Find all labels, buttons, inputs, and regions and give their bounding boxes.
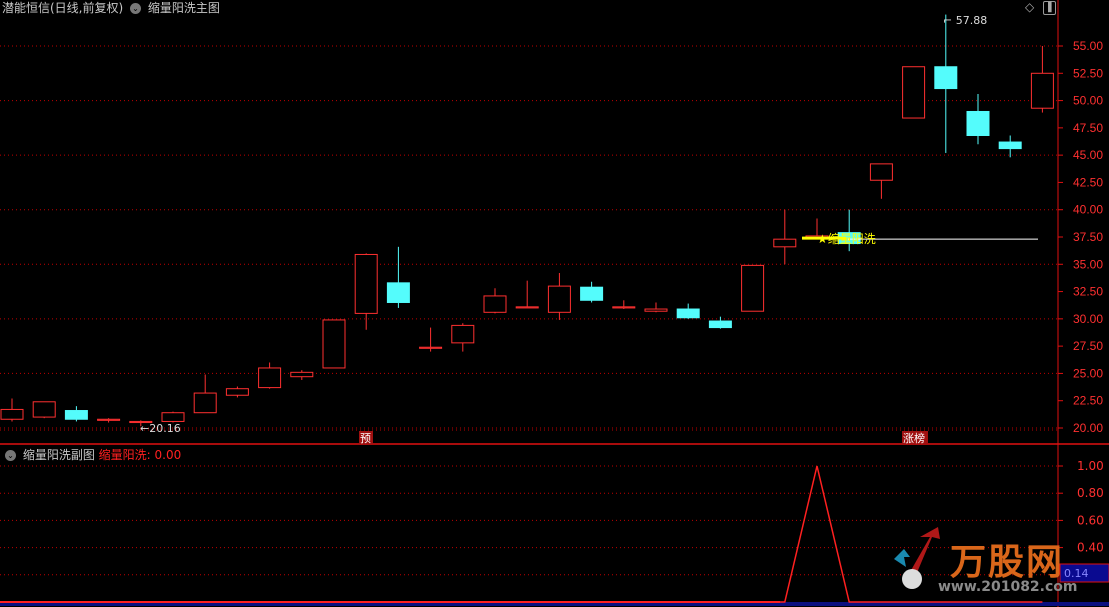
y-tick-label: 40.00	[1073, 203, 1103, 217]
y-tick-label: 22.50	[1073, 394, 1103, 408]
cursor-value: 0.14	[1064, 567, 1089, 580]
candle-up	[193, 392, 217, 414]
marker-label: 预	[360, 432, 371, 445]
candle-up	[869, 163, 893, 181]
sub-y-tick-label: 0.40	[1077, 541, 1104, 555]
y-tick-label: 32.50	[1073, 285, 1103, 299]
candle-down	[580, 286, 604, 301]
candle-up	[354, 253, 378, 314]
y-tick-label: 50.00	[1073, 94, 1103, 108]
y-tick-label: 47.50	[1073, 121, 1103, 135]
y-tick-label: 27.50	[1073, 339, 1103, 353]
candle-down	[64, 410, 88, 420]
y-tick-label: 37.50	[1073, 230, 1103, 244]
candle-down	[934, 66, 958, 90]
chevron-down-icon[interactable]: ⌄	[130, 3, 142, 14]
logo-text: 万股网	[950, 542, 1065, 583]
candle-down	[676, 308, 700, 319]
main-indicator-name[interactable]: 缩量阳洗主图	[147, 1, 220, 15]
bottom-bar	[0, 602, 1109, 606]
y-tick-label: 20.00	[1073, 421, 1103, 435]
y-tick-label: 55.00	[1073, 39, 1103, 53]
candle-up	[322, 319, 346, 369]
candle-up	[547, 285, 571, 313]
marker-bg	[359, 431, 373, 444]
candle-up	[773, 238, 797, 248]
logo: 万股网 www.201082.com	[890, 527, 1090, 602]
y-tick-label: 25.00	[1073, 366, 1103, 380]
diamond-icon[interactable]: ◇	[1025, 0, 1035, 14]
candle-up	[258, 367, 282, 389]
candle-down	[998, 141, 1022, 150]
chart-header: 潜能恒信(日线,前复权) ⌄ 缩量阳洗主图	[2, 0, 220, 16]
candle-up	[419, 346, 443, 349]
cursor-value-box	[1059, 563, 1109, 583]
candle-up	[612, 306, 636, 309]
candle-up	[129, 420, 153, 424]
candle-up	[290, 371, 314, 378]
candle-up	[451, 324, 475, 344]
y-tick-label: 35.00	[1073, 257, 1103, 271]
candle-up	[644, 308, 668, 312]
logo-url: www.201082.com	[938, 579, 1078, 595]
candle-up	[483, 295, 507, 313]
logo-mascot-icon	[894, 527, 940, 589]
high-price-label: ⌐ 57.88	[943, 14, 987, 27]
sub-y-tick-label: 0.80	[1077, 486, 1104, 500]
candle-up	[1030, 72, 1054, 109]
sub-chart-header: ⌄ 缩量阳洗副图 缩量阳洗: 0.00	[2, 446, 181, 463]
panel-toggle-icon[interactable]: ▌	[1043, 1, 1056, 15]
candle-up	[902, 66, 926, 119]
series-line	[12, 465, 1043, 603]
candle-up	[0, 408, 24, 420]
candle-up	[97, 418, 121, 421]
y-tick-label: 30.00	[1073, 312, 1103, 326]
candle-up	[225, 388, 249, 396]
sub-y-tick-label: 0.60	[1077, 513, 1104, 527]
marker-bg	[902, 431, 928, 444]
y-tick-label: 45.00	[1073, 148, 1103, 162]
candle-down	[708, 320, 732, 329]
candle-up	[741, 264, 765, 312]
marker-label: 涨榜	[903, 431, 925, 445]
signal-label: ★缩量阳洗	[817, 231, 876, 246]
sub-indicator-name[interactable]: 缩量阳洗副图	[22, 448, 95, 462]
y-tick-label: 42.50	[1073, 175, 1103, 189]
low-price-label: ←20.16	[140, 422, 181, 435]
y-tick-label: 52.50	[1073, 66, 1103, 80]
candle-down	[966, 110, 990, 136]
series-value: 0.00	[154, 448, 182, 462]
candle-up	[32, 401, 56, 418]
candle-up	[161, 412, 185, 422]
chevron-down-icon[interactable]: ⌄	[5, 450, 16, 461]
candle-up	[515, 306, 539, 309]
sub-y-tick-label: 1.00	[1077, 459, 1104, 473]
stock-title: 潜能恒信(日线,前复权)	[2, 1, 124, 15]
series-label: 缩量阳洗:	[98, 448, 151, 462]
candle-down	[386, 282, 410, 303]
